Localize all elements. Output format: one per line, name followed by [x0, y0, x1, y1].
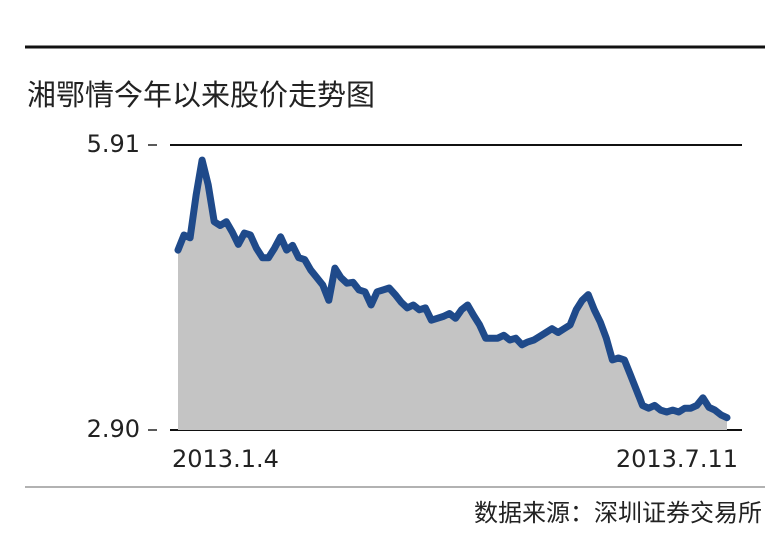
area [178, 160, 727, 430]
line [174, 156, 731, 422]
x-tick-label: 2013.1.4 [172, 445, 279, 473]
y-tick-label: 5.91 [87, 130, 140, 158]
x-tick-label: 2013.7.11 [616, 445, 738, 473]
chart-title: 湘鄂情今年以来股价走势图 [27, 78, 375, 112]
source-note: 数据来源：深圳证券交易所 [474, 499, 762, 527]
y-tick-label: 2.90 [87, 415, 140, 443]
